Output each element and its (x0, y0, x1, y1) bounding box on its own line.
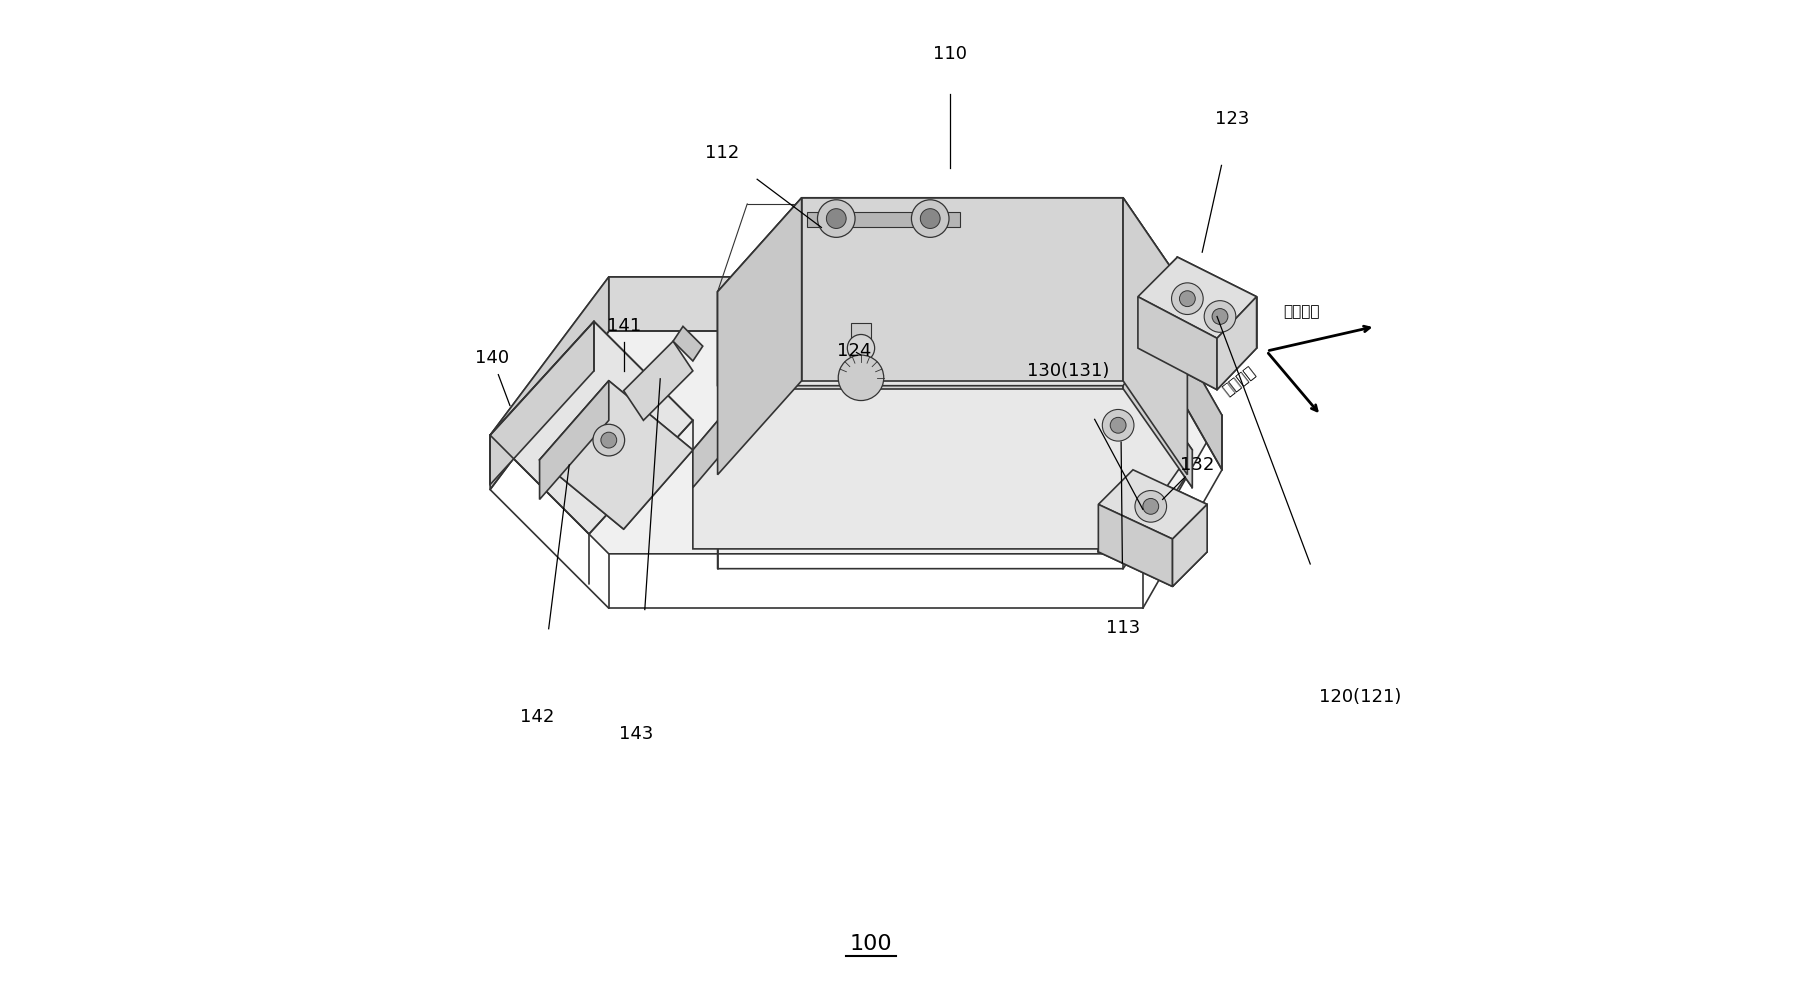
Text: 120(121): 120(121) (1318, 688, 1402, 706)
Circle shape (1135, 491, 1166, 522)
Circle shape (920, 209, 940, 228)
Circle shape (1179, 291, 1195, 307)
Circle shape (838, 355, 884, 401)
Polygon shape (540, 381, 694, 529)
Polygon shape (851, 323, 871, 348)
Circle shape (1110, 417, 1126, 433)
Circle shape (848, 334, 875, 362)
Polygon shape (491, 277, 608, 490)
Text: 113: 113 (1107, 619, 1141, 637)
Circle shape (1204, 301, 1235, 332)
Polygon shape (694, 351, 1192, 549)
Text: 110: 110 (933, 45, 967, 63)
Circle shape (1172, 283, 1203, 315)
Circle shape (1143, 498, 1159, 514)
Text: 第二方向: 第二方向 (1284, 305, 1320, 319)
Polygon shape (608, 277, 1143, 331)
Polygon shape (1097, 504, 1172, 586)
Text: 143: 143 (619, 725, 654, 743)
Polygon shape (717, 198, 802, 475)
Circle shape (817, 200, 855, 237)
Polygon shape (1137, 297, 1217, 390)
Text: 141: 141 (607, 317, 641, 335)
Circle shape (1103, 409, 1134, 441)
Text: 140: 140 (474, 349, 509, 367)
Text: 142: 142 (520, 708, 554, 726)
Polygon shape (1137, 257, 1257, 338)
Polygon shape (1143, 277, 1222, 470)
Polygon shape (1172, 504, 1208, 586)
Text: 132: 132 (1181, 456, 1215, 474)
Circle shape (592, 424, 625, 456)
Polygon shape (623, 341, 694, 420)
Text: 100: 100 (849, 935, 893, 954)
Polygon shape (717, 198, 1188, 386)
Polygon shape (491, 321, 594, 485)
Polygon shape (540, 381, 608, 499)
Text: 124: 124 (837, 342, 871, 360)
Polygon shape (674, 326, 703, 361)
Circle shape (601, 432, 618, 448)
Text: 112: 112 (706, 144, 739, 162)
Polygon shape (694, 351, 777, 488)
Text: 123: 123 (1215, 110, 1250, 128)
Polygon shape (491, 321, 694, 534)
Text: 130(131): 130(131) (1027, 362, 1110, 380)
Polygon shape (491, 277, 1222, 554)
Text: 第一方向: 第一方向 (1221, 364, 1259, 399)
Circle shape (826, 209, 846, 228)
Polygon shape (1217, 297, 1257, 390)
Polygon shape (802, 198, 1123, 381)
Polygon shape (806, 212, 960, 227)
Circle shape (911, 200, 949, 237)
Polygon shape (1097, 470, 1208, 539)
Polygon shape (777, 351, 1123, 389)
Circle shape (1212, 309, 1228, 324)
Polygon shape (1123, 351, 1192, 488)
Polygon shape (1123, 198, 1188, 475)
